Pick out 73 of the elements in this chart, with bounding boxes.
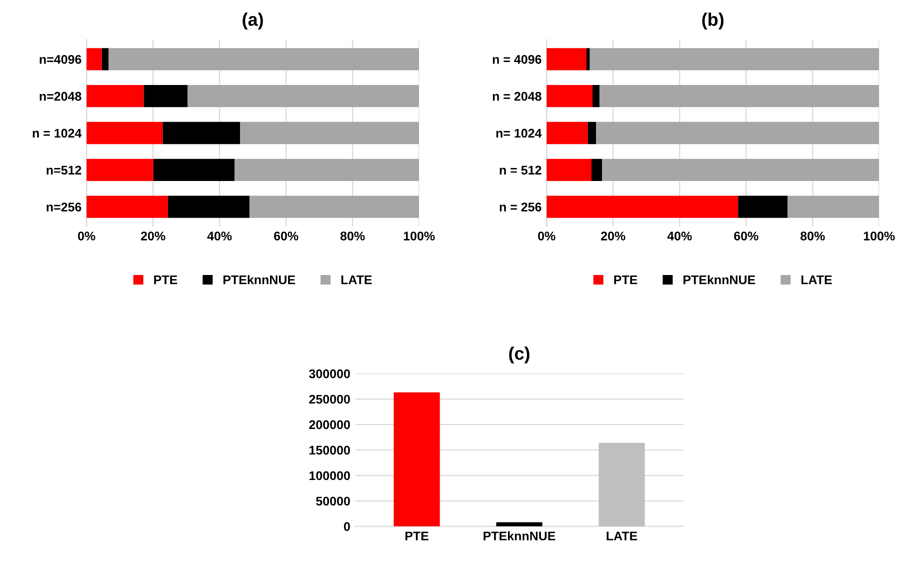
- y-tick-label: n=512: [46, 166, 82, 175]
- x-tick-label: 20%: [140, 232, 166, 240]
- x-tick-label: 60%: [274, 232, 298, 240]
- bar: [546, 196, 738, 218]
- bar: [788, 196, 880, 218]
- bar: [86, 85, 144, 108]
- bar: [602, 158, 880, 181]
- y-tick-label: n = 1024: [32, 128, 82, 138]
- x-tick-label: PTEknnNUE: [484, 531, 556, 540]
- legend-label: PTE: [614, 276, 638, 284]
- y-tick-label: n = 4096: [492, 54, 542, 64]
- bar: [738, 196, 788, 218]
- chart-title: (c): [509, 346, 530, 364]
- y-tick-label: 300000: [309, 369, 350, 378]
- y-tick-label: 50000: [316, 496, 350, 506]
- x-tick-label: PTE: [405, 532, 428, 540]
- y-tick-label: n=2048: [40, 92, 82, 101]
- bar: [108, 48, 420, 70]
- y-tick-label: 250000: [309, 394, 350, 404]
- chart-title: (b): [702, 12, 724, 30]
- x-tick-label: 80%: [340, 232, 365, 240]
- legend-label: PTEknnNUE: [223, 275, 296, 284]
- bar: [144, 85, 188, 108]
- legend-label: PTE: [154, 276, 178, 284]
- bar: [590, 48, 880, 70]
- bar: [546, 122, 588, 144]
- chart-title: (a): [242, 12, 263, 30]
- legend-label: LATE: [341, 276, 372, 284]
- bar: [598, 442, 645, 526]
- x-tick-label: 40%: [207, 232, 232, 240]
- x-tick-label: LATE: [606, 532, 638, 540]
- bar: [162, 122, 240, 144]
- y-tick-label: n = 256: [500, 202, 542, 212]
- legend-label: PTEknnNUE: [684, 275, 756, 284]
- y-tick-label: n=256: [46, 202, 82, 212]
- y-tick-label: 100000: [310, 471, 350, 480]
- y-tick-label: n = 512: [500, 166, 542, 175]
- bar: [599, 85, 880, 108]
- bar: [592, 85, 600, 108]
- bar: [586, 48, 590, 70]
- bar: [86, 48, 102, 70]
- x-tick-label: 40%: [667, 232, 692, 240]
- bar: [394, 392, 440, 526]
- bar: [102, 48, 108, 70]
- x-tick-label: 20%: [601, 232, 626, 240]
- x-tick-label: 100%: [404, 232, 435, 240]
- bar: [86, 158, 154, 181]
- bar: [188, 85, 420, 108]
- x-tick-label: 0%: [538, 232, 556, 240]
- x-tick-label: 100%: [864, 232, 895, 240]
- x-tick-label: 60%: [734, 232, 758, 240]
- y-tick-label: 0: [344, 522, 350, 532]
- x-tick-label: 0%: [78, 232, 96, 240]
- bar: [596, 122, 880, 144]
- bar: [546, 85, 592, 108]
- x-tick-label: 80%: [800, 232, 825, 240]
- y-tick-label: n= 1024: [496, 128, 542, 138]
- bar: [546, 158, 592, 181]
- y-tick-label: n = 2048: [492, 92, 542, 101]
- bar: [249, 196, 420, 218]
- bar: [591, 158, 602, 181]
- bar: [240, 122, 420, 144]
- legend-label: LATE: [801, 276, 832, 284]
- bar: [86, 122, 163, 144]
- bar: [86, 196, 168, 218]
- bar: [168, 196, 250, 218]
- y-tick-label: n=4096: [40, 54, 82, 64]
- bar: [588, 122, 596, 144]
- bar: [234, 158, 420, 181]
- bar: [546, 48, 586, 70]
- y-tick-label: 200000: [309, 420, 350, 430]
- y-tick-label: 150000: [310, 446, 350, 455]
- bar: [153, 158, 235, 181]
